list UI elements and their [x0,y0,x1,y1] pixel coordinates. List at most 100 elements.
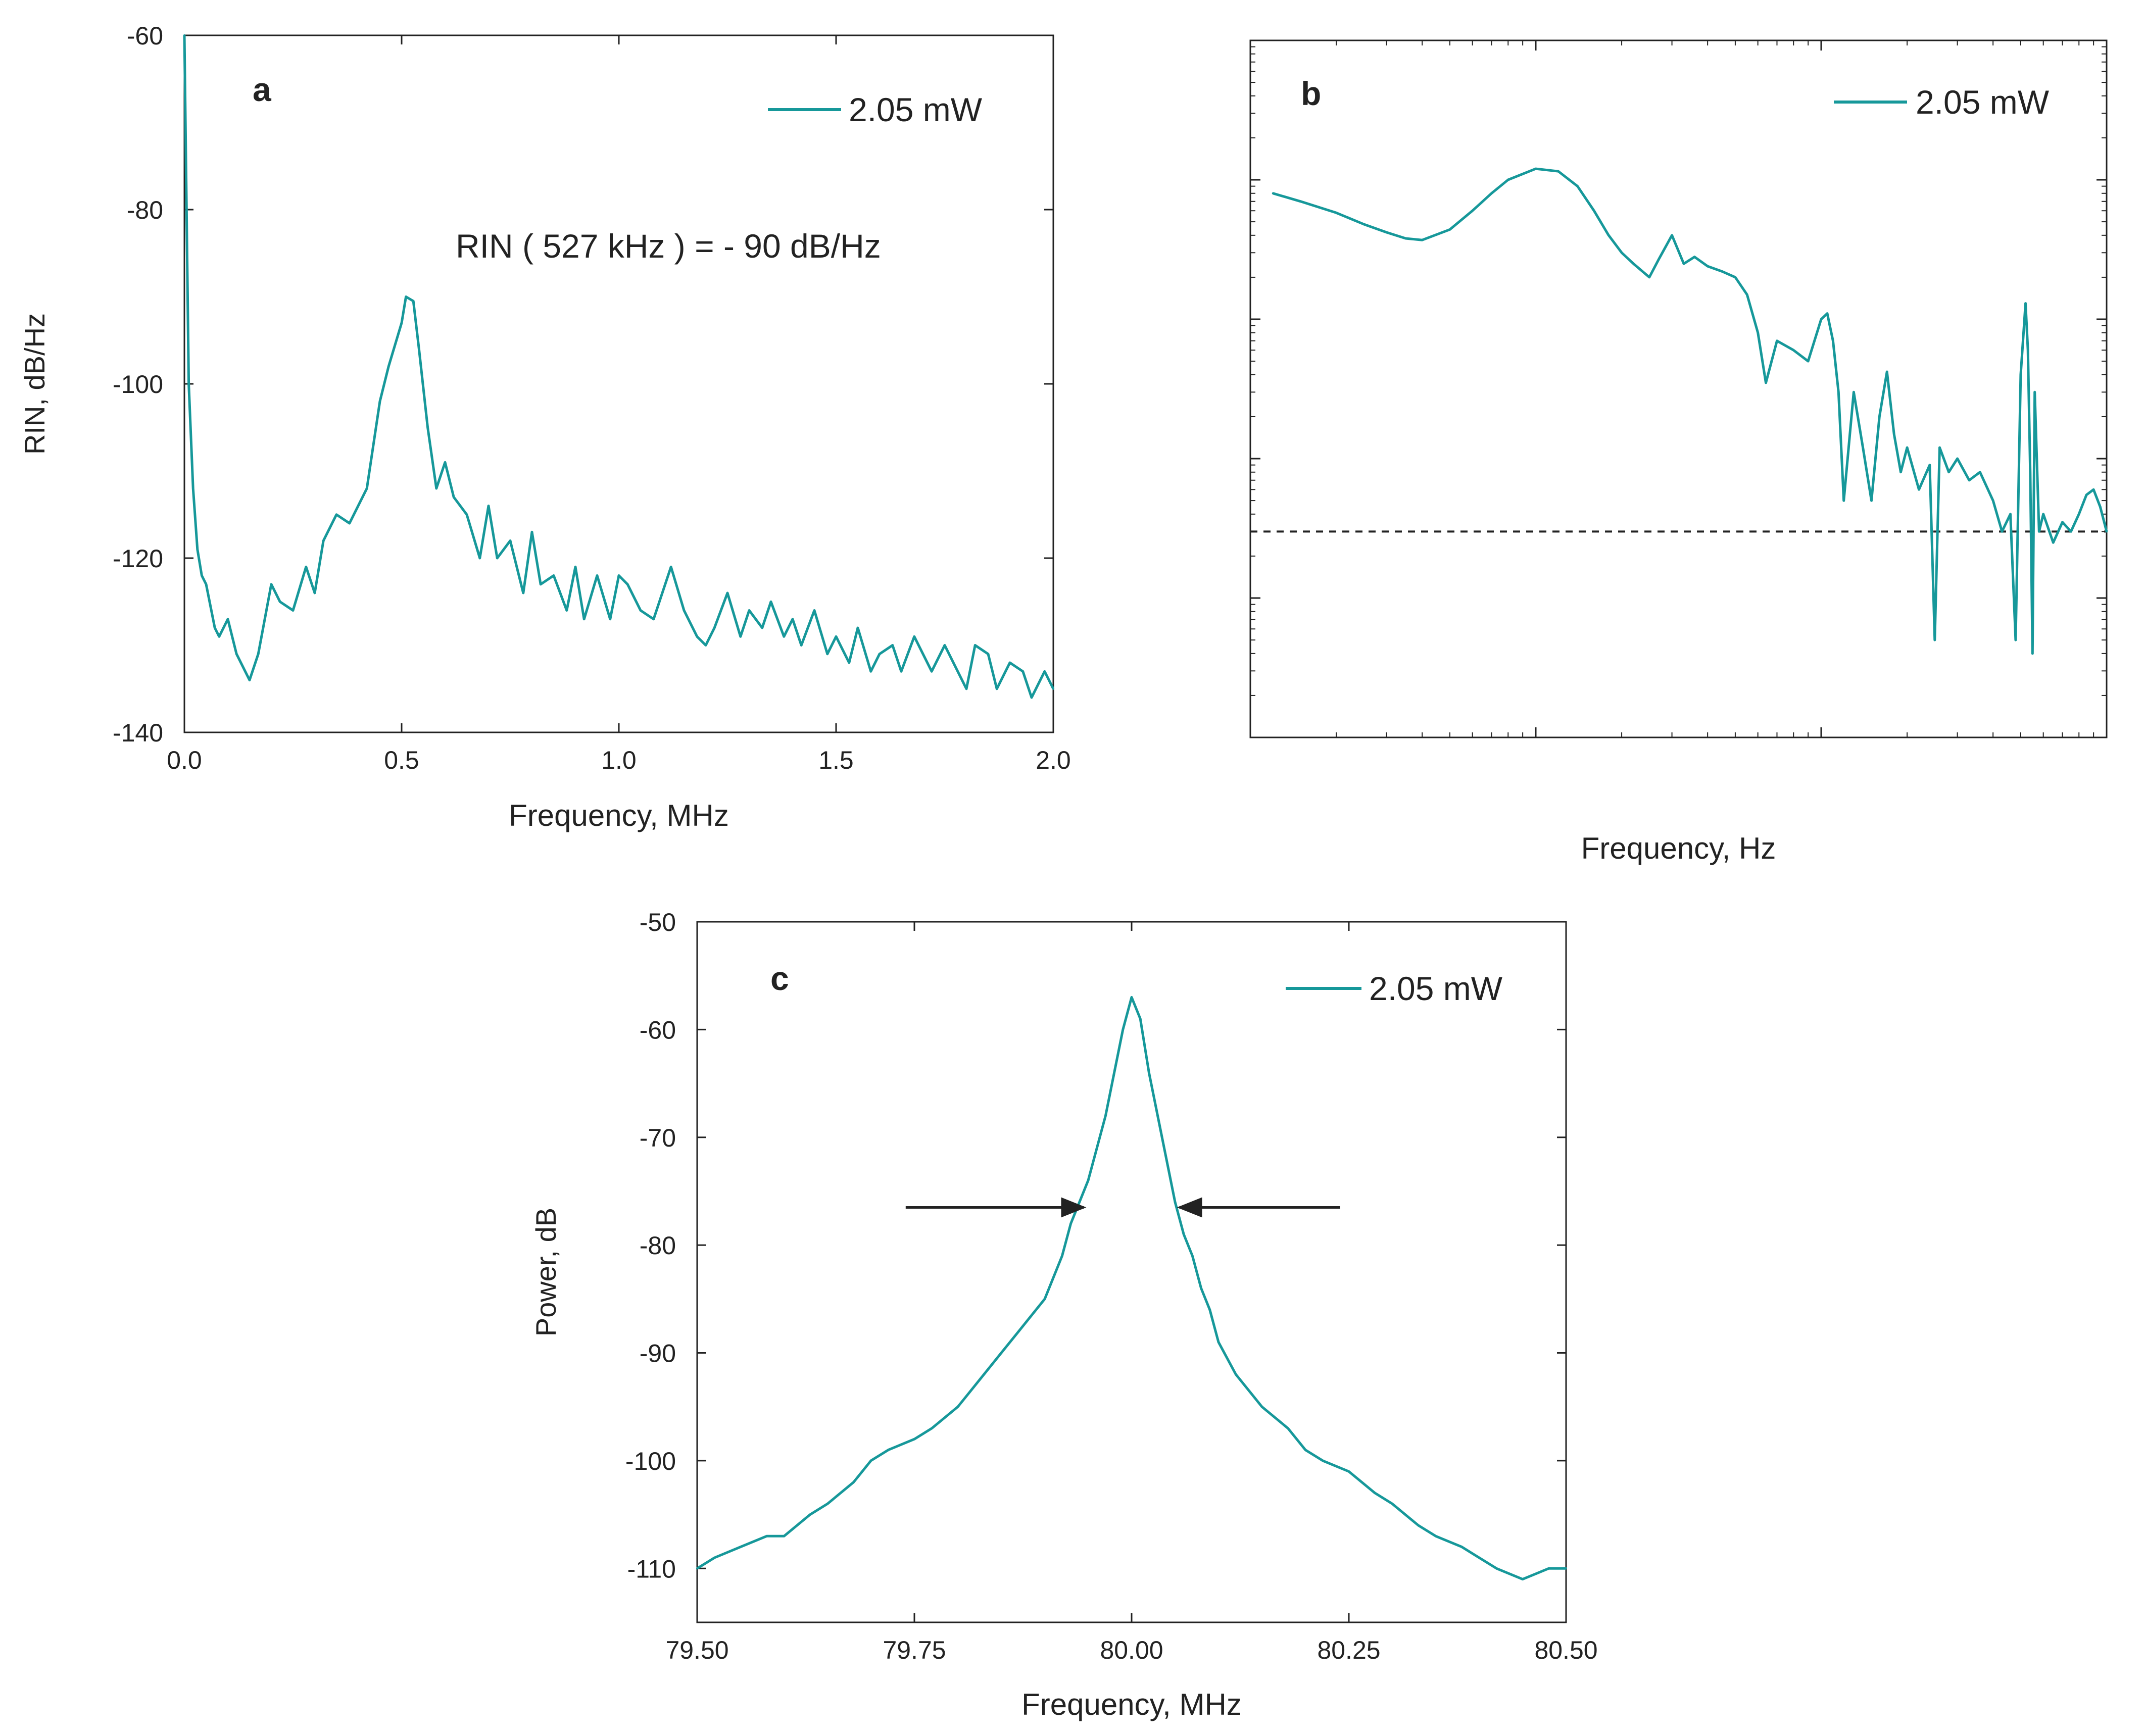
data-point [931,1427,933,1429]
data-point [1565,1567,1567,1570]
data-point [683,609,685,612]
data-point [1648,276,1650,278]
data-point [913,1438,915,1441]
data-point [1460,1546,1463,1548]
data-point [2092,488,2095,491]
panel-label: c [770,960,789,997]
data-point [1671,234,1673,236]
data-point [783,635,785,638]
data-point [887,1449,890,1451]
data-point [249,679,251,681]
data-point [1156,1115,1159,1117]
data-point [1693,256,1696,258]
y-tick-label: -140 [113,719,163,747]
series-line-2-05mw [1272,167,2108,655]
data-point [965,687,967,690]
x-tick-label: 80.50 [1534,1636,1597,1664]
data-point [944,644,946,647]
data-point [196,548,199,551]
data-point [1886,370,1888,373]
data-point [583,618,586,620]
data-point [2099,506,2102,508]
data-point [335,513,337,516]
data-point [1765,381,1767,384]
data-point [2061,521,2064,523]
y-tick-label: -110 [627,1555,676,1583]
data-point [1000,1352,1002,1354]
data-point [2014,639,2017,641]
y-tick-label: -90 [640,1340,676,1368]
data-point [366,487,368,489]
data-point [2052,541,2055,544]
data-point [218,635,220,638]
data-point [2031,652,2034,655]
data-point [596,574,598,577]
data-point [852,1481,855,1483]
data-point [835,635,837,638]
data-point [1043,670,1046,673]
data-point [740,1546,742,1548]
data-point [1826,312,1828,315]
data-point [1746,293,1748,296]
x-tick-label: 0.0 [167,746,202,774]
data-point [1734,276,1736,278]
data-point [670,566,672,568]
data-point [1547,1567,1550,1570]
data-point [1478,1556,1480,1559]
x-tick-label: 0.5 [384,746,419,774]
data-point [1947,471,1950,473]
data-point [2019,373,2022,376]
data-point [192,487,194,489]
data-point [974,1384,977,1386]
data-point [1906,447,1909,449]
data-point [1658,258,1660,260]
y-tick-label: -100 [113,370,163,399]
x-tick-label: 79.50 [665,1636,728,1664]
data-point [652,618,655,620]
data-point [478,557,481,559]
legend-label: 2.05 mW [1916,83,2050,121]
data-point [565,609,568,612]
y-axis-label: RIN, dB/Hz [19,313,51,455]
data-point [783,1535,785,1537]
data-point [1261,1406,1263,1408]
data-point [2001,530,2003,533]
data-point [1096,1147,1098,1150]
data-point [1052,1276,1055,1279]
data-point [1078,1201,1081,1203]
data-point [809,1513,811,1516]
data-point [292,609,294,612]
plot-frame [1249,39,2108,738]
data-point [1069,1222,1072,1225]
data-point [1335,212,1338,214]
data-point [1322,1459,1324,1462]
data-point [748,609,750,612]
data-point [770,601,772,603]
panel-b: Frequency, Hz b 2.05 mW [1249,39,2108,865]
data-point [2027,349,2029,352]
data-point [1607,234,1610,236]
data-point [996,687,998,690]
data-point [900,670,902,673]
data-point [1122,1028,1124,1031]
data-point [322,539,325,542]
data-point [1792,349,1795,352]
data-point [792,618,794,620]
data-point [1087,1179,1089,1182]
data-point [987,653,989,655]
data-point [879,653,881,655]
data-point [183,34,185,36]
data-point [1522,1578,1524,1580]
panel-label: a [253,71,272,108]
data-point [870,1459,872,1462]
plot-frame [183,34,1054,733]
data-point [1837,391,1840,393]
data-point [1832,339,1834,342]
data-point [1031,697,1033,699]
data-point [1870,500,1873,502]
series-line-2-05mw [696,996,1566,1581]
data-point [726,592,728,594]
data-point [257,653,260,655]
x-tick-label: 79.75 [883,1636,946,1664]
